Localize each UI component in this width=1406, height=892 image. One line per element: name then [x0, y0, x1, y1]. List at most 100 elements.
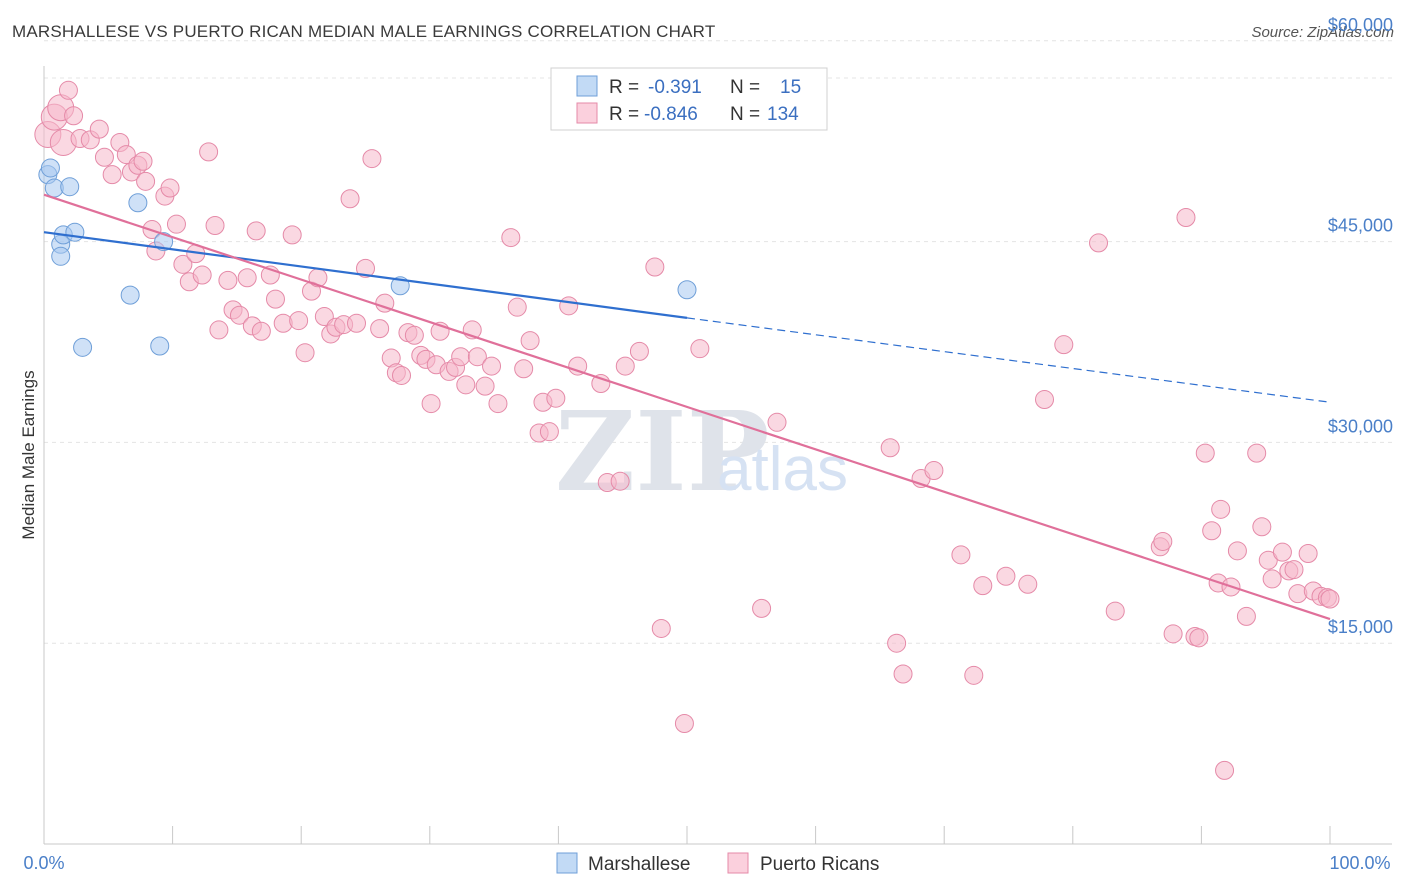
puerto-ricans-point	[996, 566, 1016, 586]
trend-lines	[43, 193, 1331, 621]
bottom-legend-label-puerto-ricans: Puerto Ricans	[760, 854, 879, 875]
puerto-ricans-point	[467, 347, 487, 367]
puerto-ricans-point	[356, 258, 375, 278]
source-label: Source: ZipAtlas.com	[1251, 24, 1394, 41]
puerto-ricans-point	[1247, 443, 1267, 463]
puerto-ricans-point	[295, 343, 315, 363]
puerto-ricans-point	[218, 270, 238, 290]
puerto-ricans-point	[133, 151, 153, 171]
puerto-ricans-point	[1054, 335, 1074, 355]
puerto-ricans-point	[1153, 531, 1173, 551]
legend-r-value-2: -0.846	[644, 104, 698, 125]
y-tick-label-30000: $30,000	[1328, 416, 1393, 436]
puerto-ricans-point	[340, 189, 360, 209]
marshallese-trend-extension	[686, 317, 1331, 403]
puerto-ricans-point	[192, 265, 212, 285]
puerto-ricans-point	[1288, 584, 1308, 604]
marshallese-point	[677, 280, 697, 300]
legend-n-label-1: N =	[730, 77, 760, 98]
chart-title: MARSHALLESE VS PUERTO RICAN MEDIAN MALE …	[12, 22, 716, 41]
puerto-ricans-point	[893, 664, 913, 684]
puerto-ricans-point	[58, 80, 78, 100]
puerto-ricans-point	[767, 412, 787, 432]
puerto-ricans-point	[520, 331, 540, 351]
puerto-ricans-point	[880, 438, 900, 458]
puerto-ricans-point	[273, 313, 293, 333]
puerto-ricans-point	[615, 356, 635, 376]
puerto-ricans-point	[752, 598, 772, 618]
puerto-ricans-point	[1163, 624, 1183, 644]
marshallese-point	[150, 336, 170, 356]
puerto-ricans-point	[370, 319, 390, 339]
watermark: ZIP atlas	[555, 387, 848, 516]
puerto-ricans-point	[451, 347, 471, 367]
bottom-legend-swatch-puerto-ricans	[727, 852, 749, 874]
puerto-ricans-point	[392, 365, 412, 385]
y-tick-label-45000: $45,000	[1328, 216, 1393, 236]
bottom-legend: Marshallese Puerto Ricans	[556, 852, 879, 875]
puerto-ricans-point	[1215, 760, 1235, 780]
puerto-ricans-point	[559, 296, 579, 316]
puerto-ricans-point	[346, 313, 366, 333]
puerto-ricans-point	[1236, 606, 1256, 626]
y-tick-label-60000: $60,000	[1328, 15, 1393, 35]
y-tick-label-15000: $15,000	[1328, 617, 1393, 637]
puerto-ricans-point	[199, 142, 219, 162]
puerto-ricans-point	[1176, 207, 1196, 227]
puerto-ricans-point	[237, 268, 257, 288]
puerto-ricans-point	[246, 221, 266, 241]
puerto-ricans-point	[362, 149, 382, 169]
legend-r-label-1: R =	[609, 77, 639, 98]
legend-n-value-1: 15	[780, 77, 801, 98]
y-tick-labels: $15,000 $30,000 $45,000 $60,000	[1328, 15, 1393, 637]
y-axis-label: Median Male Earnings	[19, 370, 38, 539]
puerto-ricans-point	[1105, 601, 1125, 621]
puerto-ricans-point	[1211, 499, 1231, 519]
legend-swatch-marshallese	[576, 75, 598, 97]
puerto-ricans-point	[568, 356, 588, 376]
puerto-ricans-point	[1018, 574, 1038, 594]
puerto-ricans-point	[94, 147, 114, 167]
puerto-ricans-point	[1320, 589, 1340, 609]
puerto-ricans-point	[546, 388, 566, 408]
puerto-ricans-trend-line	[43, 193, 1331, 621]
puerto-ricans-point	[289, 311, 309, 331]
grid-lines	[44, 40, 1392, 644]
marshallese-point	[51, 246, 71, 266]
puerto-ricans-point	[1035, 390, 1055, 410]
puerto-ricans-point	[136, 171, 156, 191]
watermark-zip: ZIP	[555, 387, 769, 516]
puerto-ricans-point	[1284, 560, 1304, 580]
marshallese-point	[120, 285, 140, 305]
puerto-ricans-point	[1189, 628, 1209, 648]
puerto-ricans-point	[1227, 541, 1247, 561]
bottom-legend-swatch-marshallese	[556, 852, 578, 874]
puerto-ricans-point	[456, 375, 476, 395]
puerto-ricans-point	[507, 297, 527, 317]
puerto-ricans-point	[265, 289, 285, 309]
puerto-ricans-point	[973, 576, 993, 596]
puerto-ricans-point	[421, 394, 441, 414]
marshallese-trend-line	[43, 231, 688, 319]
puerto-ricans-point	[501, 228, 521, 248]
puerto-ricans-point	[951, 545, 971, 565]
marshallese-point	[60, 177, 80, 197]
watermark-atlas: atlas	[717, 435, 848, 504]
puerto-ricans-point	[229, 305, 249, 325]
puerto-ricans-point	[514, 359, 534, 379]
puerto-ricans-point	[209, 320, 229, 340]
puerto-ricans-point	[1252, 517, 1272, 537]
puerto-ricans-point	[964, 665, 984, 685]
puerto-ricans-point	[539, 422, 559, 442]
puerto-ricans-point	[1258, 550, 1278, 570]
puerto-ricans-point	[205, 216, 225, 236]
legend-n-label-2: N =	[730, 104, 760, 125]
marshallese-point	[154, 232, 174, 252]
puerto-ricans-point	[887, 633, 907, 653]
puerto-ricans-point	[102, 165, 122, 185]
marshallese-points	[38, 158, 697, 357]
marshallese-point	[73, 337, 93, 357]
puerto-ricans-point	[1202, 521, 1222, 541]
puerto-ricans-points	[34, 80, 1340, 780]
